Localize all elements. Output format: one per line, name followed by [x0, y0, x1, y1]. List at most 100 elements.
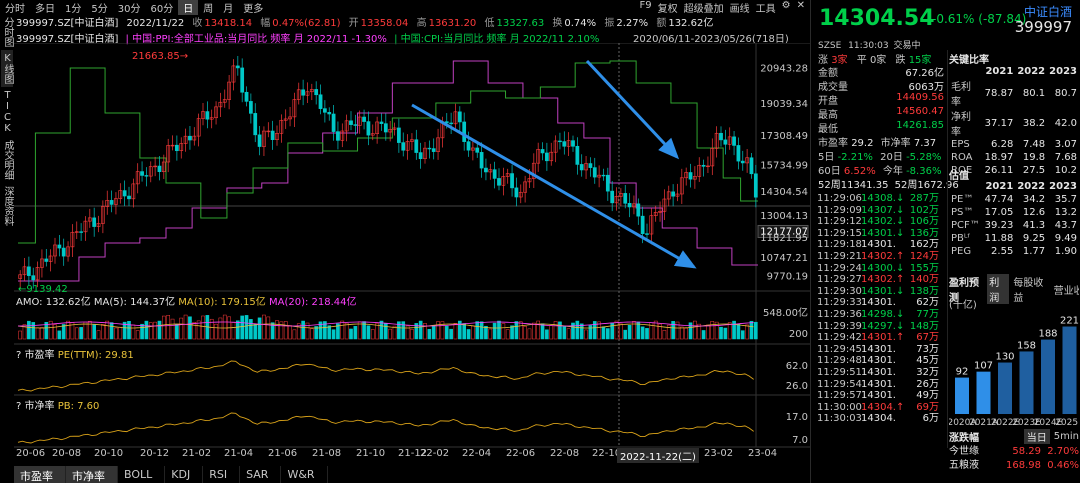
candle-body: [214, 106, 218, 119]
indicator-tab[interactable]: KDJ: [165, 466, 204, 483]
indicator-tab[interactable]: 市盈率: [14, 466, 66, 483]
tab-intraday[interactable]: 分时图: [2, 17, 13, 47]
overlay-button[interactable]: 超级叠加: [683, 4, 724, 15]
period-tab[interactable]: 多日: [35, 3, 55, 15]
tick-row: 11:29:48 14301. 45万: [817, 355, 947, 367]
period-tab[interactable]: 月: [223, 3, 234, 15]
candle-body: [457, 111, 462, 123]
security-code: 399997.SZ[中证白酒]: [16, 18, 119, 29]
row-label: PCF™: [951, 220, 980, 231]
volume-bar: [40, 327, 44, 340]
forecast-tab-eps[interactable]: 每股收益: [1013, 278, 1044, 304]
candle-body: [540, 149, 545, 154]
tick-volume: 77万: [916, 308, 939, 320]
period-tab[interactable]: 30分: [117, 3, 141, 15]
index-name[interactable]: 中证白酒: [1023, 5, 1072, 19]
volume-bar: [336, 323, 340, 340]
w52-row: 52周11341.35 52周1672.96: [818, 176, 959, 191]
tab-depth[interactable]: 深度资料: [2, 186, 13, 226]
movers-tab-day[interactable]: 当日: [1023, 429, 1050, 444]
period-tab[interactable]: 5分: [91, 3, 108, 15]
tick-row: 11:29:30 14301.↓ 138万: [817, 286, 947, 298]
volume-bar: [662, 330, 667, 340]
tick-price: 14301.↓: [861, 227, 905, 239]
candle-body: [710, 148, 715, 167]
indicator-tab[interactable]: RSI: [203, 466, 241, 483]
period-tab[interactable]: 60分: [150, 3, 174, 15]
indicator-tab[interactable]: 市净率: [66, 466, 118, 483]
close-icon[interactable]: ✕: [796, 0, 805, 11]
forecast-category: 2024E: [1034, 418, 1063, 428]
tick-volume: 67万: [916, 332, 939, 344]
table-row: ROE 26.11 27.5 10.2: [949, 164, 1079, 177]
draw-line-button[interactable]: 画线: [729, 4, 750, 15]
year-header: 2023: [1049, 65, 1077, 77]
candle-body: [366, 121, 371, 136]
volume-bar: [571, 322, 575, 340]
candle-body: [497, 178, 501, 186]
downtrend-arrow-short: [585, 59, 680, 160]
indicator-tab[interactable]: SAR: [240, 466, 282, 483]
indicator-tab[interactable]: W&R: [281, 466, 328, 483]
x-tick-label: 20-10: [94, 448, 124, 459]
volume-bar: [427, 329, 432, 340]
candle-body: [653, 211, 658, 216]
candle-body: [605, 174, 610, 192]
forecast-tab-profit[interactable]: 利润: [987, 274, 1010, 304]
forecast-category: 2022E: [991, 418, 1020, 428]
volume-bar: [392, 325, 397, 340]
volume-bar: [449, 328, 453, 340]
mover-row[interactable]: 今世缘 58.29 2.70%: [949, 445, 1079, 459]
volume-bar: [353, 326, 358, 340]
period-tab[interactable]: 日: [178, 0, 199, 15]
y-tick-label: 20943.28: [760, 63, 808, 74]
period-tab[interactable]: 分时: [5, 3, 25, 15]
y-tick-label: 10747.21: [760, 253, 808, 264]
ma20-label: MA(20): 218.44亿: [268, 297, 357, 308]
tick-list[interactable]: 11:29:06 14308.↓ 287万 11:29:09 14307.↓ 102万 11…: [817, 193, 947, 425]
candle-body: [675, 193, 680, 197]
forecast-tab-revenue[interactable]: 营业收入: [1053, 285, 1079, 297]
candle-body: [153, 165, 157, 168]
pb-title[interactable]: ? 市净率: [16, 401, 55, 412]
candle-body: [305, 91, 310, 96]
pe-title[interactable]: ? 市盈率: [16, 350, 55, 361]
x-tick-label: 21-02: [182, 448, 212, 459]
pe-label: 市盈率: [818, 138, 848, 149]
tab-trade-detail[interactable]: 成交明细: [2, 140, 13, 180]
ma10-label: MA(10): 179.15亿: [178, 297, 266, 308]
volume-bar: [418, 320, 423, 340]
gear-icon[interactable]: ⚙: [781, 0, 791, 11]
period-tab[interactable]: 周: [203, 3, 214, 15]
tab-kline[interactable]: K线图: [1, 50, 13, 87]
candle-body: [553, 140, 558, 153]
key-ratios-table: 2021 2022 2023 毛利率 78.87 80.1 80.7 净利率 37.17 38.2…: [949, 64, 1079, 177]
candle-body: [484, 167, 488, 173]
tick-price: 14302.↑: [861, 274, 905, 286]
candle-body: [619, 193, 623, 197]
volume-bar: [153, 321, 157, 340]
tick-row: 11:29:42 14301.↑ 67万: [817, 332, 947, 344]
candle-body: [379, 121, 384, 124]
period-tab[interactable]: 1分: [65, 3, 82, 15]
cell-value: 9.49: [1054, 233, 1077, 244]
chart-area[interactable]: 21663.85→ ←9139.42 20943.28 19039.34 17308.…: [14, 43, 810, 448]
candle-body: [362, 116, 366, 122]
tab-tick[interactable]: TICK: [2, 90, 13, 134]
f9-button[interactable]: F9: [639, 0, 652, 11]
period-tab[interactable]: 更多: [243, 3, 264, 15]
tick-row: 11:29:54 14301. 26万: [817, 379, 947, 391]
movers-tab-5min[interactable]: 5min: [1053, 431, 1079, 442]
volume-bar: [632, 321, 636, 340]
pe-value: PE(TTM): 29.81: [57, 350, 134, 361]
tick-time: 11:29:51: [817, 366, 862, 378]
adjust-button[interactable]: 复权: [657, 4, 678, 15]
indicator-tabs: 市盈率 市净率 BOLL KDJ RSI SAR W&R: [14, 466, 328, 483]
tick-volume: 106万: [909, 216, 939, 228]
indicator-tab[interactable]: BOLL: [118, 466, 166, 483]
candle-body: [18, 274, 23, 279]
volume-bar: [114, 327, 118, 340]
tools-button[interactable]: 工具: [755, 4, 776, 15]
candle-body: [658, 210, 662, 213]
mover-row[interactable]: 五粮液 168.98 0.46%: [949, 459, 1079, 473]
